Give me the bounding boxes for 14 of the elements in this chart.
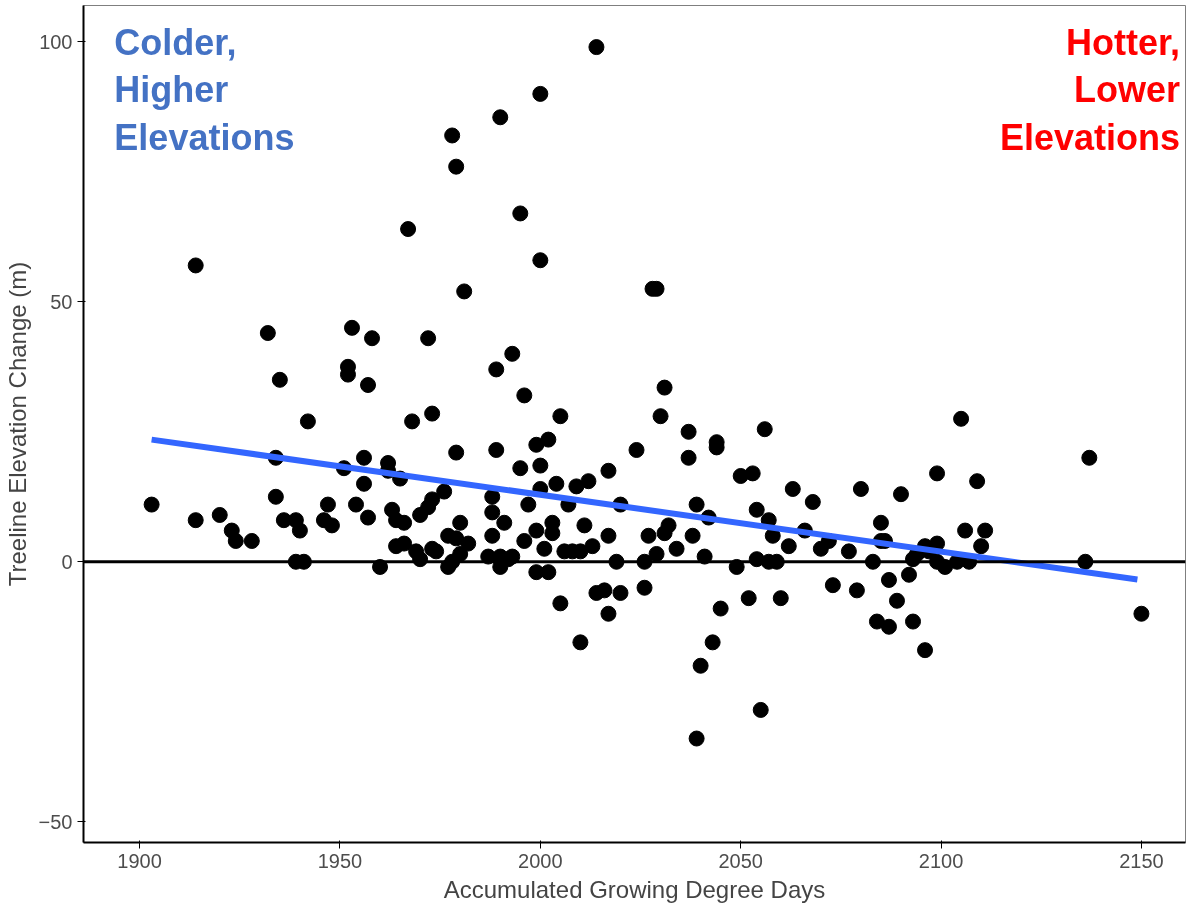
y-axis-title: Treeline Elevation Change (m): [3, 261, 31, 587]
x-tick-label: 2100: [918, 849, 964, 872]
x-tick-label: 2050: [718, 849, 763, 872]
y-tick-label: −50: [38, 810, 73, 833]
annotation: Hotter, Lower Elevations: [999, 22, 1180, 158]
x-tick-label: 2000: [518, 849, 563, 872]
annotation: Colder, Higher Elevations: [114, 22, 295, 158]
x-axis-title: Accumulated Growing Degree Days: [443, 875, 826, 903]
x-tick-label: 1900: [117, 849, 162, 872]
x-tick-label: 2150: [1119, 849, 1164, 872]
y-tick-label: 50: [50, 290, 73, 313]
x-tick-label: 1950: [317, 849, 363, 872]
y-tick-label: 0: [61, 550, 73, 573]
y-tick-label: 100: [39, 30, 73, 53]
